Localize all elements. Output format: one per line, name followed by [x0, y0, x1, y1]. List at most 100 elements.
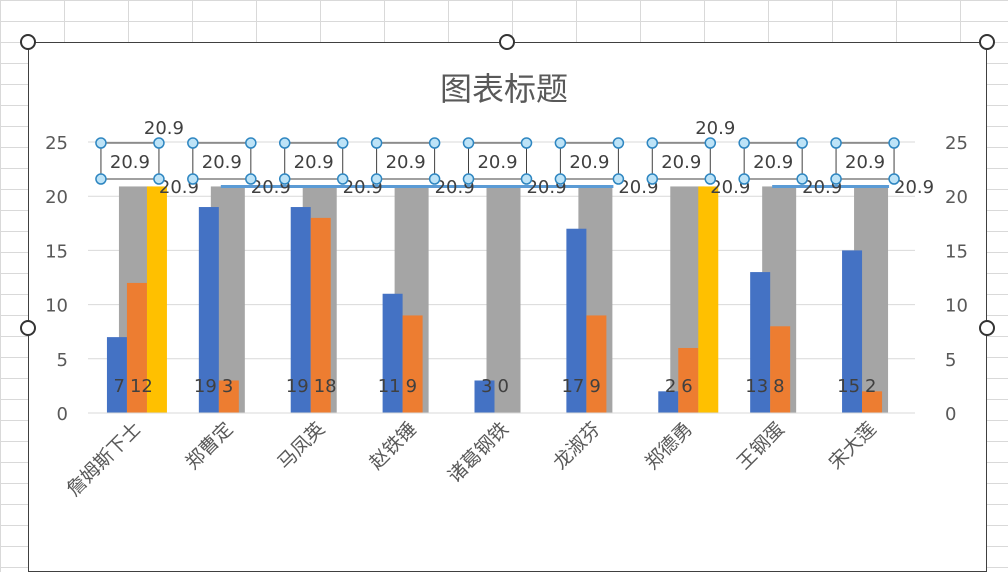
- data-label-blue: 11: [378, 376, 401, 397]
- data-label-yellow: 20.9: [695, 118, 735, 139]
- category-label: 诸葛钢铁: [444, 418, 513, 487]
- label-selection-handle: [520, 173, 533, 185]
- label-selection-handle: [888, 173, 900, 185]
- bar-blue: [198, 207, 219, 413]
- data-label-line: 20.9: [894, 177, 934, 198]
- label-selection-handle: [704, 173, 717, 185]
- chart-title[interactable]: 图表标题: [439, 70, 568, 108]
- data-label-box: [100, 142, 160, 180]
- label-selection-handle: [520, 137, 533, 149]
- category-label: 马凤英: [273, 418, 329, 474]
- data-label-gray: 20.9: [477, 152, 517, 173]
- category-label: 郑曹定: [181, 418, 237, 474]
- resize-handle-top[interactable]: [499, 34, 515, 50]
- bar-orange: [586, 315, 607, 413]
- data-label-gray: 20.9: [753, 152, 793, 173]
- label-selection-handle: [187, 173, 199, 185]
- bar-gray: [486, 186, 521, 413]
- data-label-box: [284, 142, 344, 180]
- data-label-orange: 3: [222, 376, 233, 397]
- data-label-orange: 18: [314, 376, 337, 397]
- data-label-orange: 9: [406, 376, 417, 397]
- y2-tick-label: 0: [945, 404, 956, 425]
- bar-yellow: [698, 186, 719, 413]
- label-selection-handle: [245, 137, 257, 149]
- y2-tick-label: 15: [945, 241, 968, 262]
- label-selection-handle: [554, 173, 567, 185]
- label-selection-handle: [554, 137, 567, 149]
- data-label-orange: 2: [865, 376, 876, 397]
- y-tick-label: 20: [45, 187, 68, 208]
- bar-orange: [218, 380, 239, 413]
- y2-tick-label: 10: [945, 296, 968, 317]
- data-label-orange: 0: [498, 376, 509, 397]
- label-selection-handle: [462, 137, 475, 149]
- label-selection-handle: [428, 173, 441, 185]
- label-selection-handle: [830, 173, 842, 185]
- label-selection-handle: [888, 137, 900, 149]
- resize-handle-right[interactable]: [979, 320, 995, 336]
- bar-orange: [126, 282, 147, 413]
- bar-blue: [290, 207, 311, 413]
- label-selection-handle: [153, 173, 165, 185]
- y-tick-label: 25: [45, 133, 68, 154]
- data-label-box: [376, 142, 436, 180]
- label-selection-handle: [95, 173, 107, 185]
- data-label-gray: 20.9: [569, 152, 609, 173]
- data-label-gray: 20.9: [386, 152, 426, 173]
- category-label: 宋大莲: [825, 418, 881, 474]
- bar-blue: [566, 228, 587, 413]
- y2-tick-label: 20: [945, 187, 968, 208]
- data-label-blue: 15: [837, 376, 860, 397]
- data-label-box: [468, 142, 527, 180]
- y-tick-label: 10: [45, 296, 68, 317]
- data-label-blue: 3: [481, 376, 492, 397]
- resize-handle-top-left[interactable]: [20, 34, 36, 50]
- bar-blue: [474, 380, 495, 413]
- resize-handle-top-right[interactable]: [979, 34, 995, 50]
- label-selection-handle: [612, 137, 625, 149]
- label-selection-handle: [370, 137, 383, 149]
- category-label: 龙淑芬: [549, 418, 605, 474]
- label-selection-handle: [704, 137, 717, 149]
- label-selection-handle: [187, 137, 199, 149]
- label-selection-handle: [646, 173, 659, 185]
- y-tick-label: 5: [57, 350, 68, 371]
- label-selection-handle: [245, 173, 257, 185]
- label-selection-handle: [830, 137, 842, 149]
- label-selection-handle: [278, 173, 291, 185]
- label-selection-handle: [95, 137, 107, 149]
- bar-orange: [770, 326, 791, 413]
- data-label-gray: 20.9: [294, 152, 334, 173]
- label-selection-handle: [796, 173, 808, 185]
- data-label-orange: 6: [681, 376, 692, 397]
- label-selection-handle: [612, 173, 625, 185]
- label-selection-handle: [738, 173, 750, 185]
- bar-orange: [862, 391, 883, 413]
- label-selection-handle: [153, 137, 165, 149]
- label-selection-handle: [336, 137, 349, 149]
- bar-blue: [842, 250, 863, 413]
- data-label-blue: 7: [113, 376, 124, 397]
- label-selection-handle: [738, 137, 750, 149]
- y-tick-label: 0: [57, 404, 68, 425]
- data-label-blue: 19: [286, 376, 309, 397]
- resize-handle-left[interactable]: [20, 320, 36, 336]
- bar-blue: [658, 391, 679, 413]
- bar-blue: [106, 337, 127, 413]
- category-label: 王钢蛋: [733, 418, 789, 474]
- category-label: 郑德勇: [641, 418, 697, 474]
- y2-tick-label: 5: [945, 350, 956, 371]
- bar-orange: [678, 347, 699, 413]
- data-label-orange: 9: [589, 376, 600, 397]
- data-label-gray: 20.9: [110, 152, 150, 173]
- data-label-box: [835, 142, 895, 180]
- bar-orange: [402, 315, 423, 413]
- data-label-box: [559, 142, 619, 180]
- label-selection-handle: [646, 137, 659, 149]
- category-label: 赵铁锤: [365, 418, 421, 474]
- label-selection-handle: [370, 173, 383, 185]
- label-selection-handle: [462, 173, 475, 185]
- data-label-box: [192, 142, 252, 180]
